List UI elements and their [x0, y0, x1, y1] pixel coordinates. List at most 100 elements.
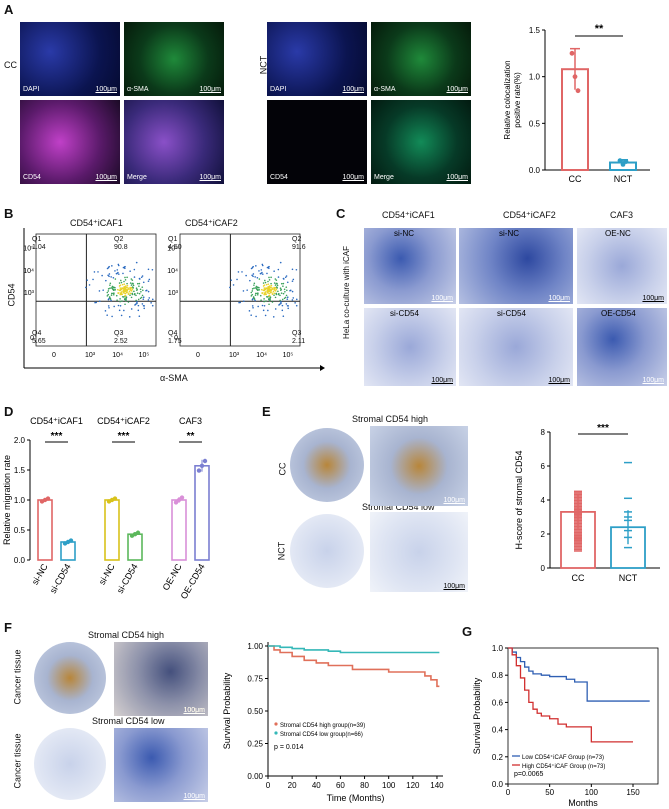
- flow-event: [259, 294, 262, 297]
- panel-d-letter: D: [4, 404, 14, 419]
- y-tick-label: 2: [541, 530, 546, 539]
- flow-event: [123, 280, 125, 283]
- transwell-r1c1: si-NC 100μm: [364, 228, 456, 304]
- flow-event: [266, 272, 268, 275]
- flow-y-tick-label: 0: [30, 335, 34, 342]
- flow-event: [254, 294, 257, 296]
- flow-y-tick-label: 10⁵: [23, 245, 34, 252]
- flow-event: [116, 269, 119, 271]
- x-tick-label: si-NC: [30, 562, 50, 587]
- flow-event: [279, 261, 282, 264]
- scale-bar-label: 100μm: [199, 174, 221, 181]
- flow-event: [138, 292, 141, 295]
- flow-event: [147, 280, 150, 282]
- x-tick-label: 0: [506, 788, 511, 797]
- flow-event: [97, 271, 99, 273]
- flow-event: [260, 299, 262, 301]
- flow-event: [269, 296, 272, 299]
- flow-event: [265, 290, 267, 293]
- flow-event: [251, 305, 254, 307]
- flow-event: [133, 293, 136, 296]
- flow-event: [86, 279, 88, 281]
- flow-event: [264, 292, 267, 294]
- flow-x-tick-label: 10⁴: [256, 352, 267, 359]
- flow-event: [275, 286, 278, 288]
- flow-event: [135, 261, 138, 264]
- flow-event: [138, 282, 141, 285]
- scale-bar-label: 100μm: [548, 377, 570, 384]
- y-tick-label: 1.00: [247, 642, 263, 651]
- x-tick-label: 140: [430, 781, 444, 790]
- flow-event: [137, 304, 140, 307]
- flow-event: [147, 290, 150, 293]
- flow-event: [276, 282, 278, 285]
- bar: [171, 499, 187, 561]
- data-point: [45, 496, 51, 501]
- flow-event: [285, 286, 288, 288]
- flow-event: [151, 298, 154, 301]
- flow-event: [125, 299, 127, 302]
- flow-event: [129, 292, 132, 295]
- flow-event: [131, 279, 134, 281]
- flow-event: [265, 293, 267, 296]
- flow-event: [262, 282, 265, 284]
- transwell-label: si-CD54: [497, 309, 526, 318]
- flow-event: [268, 303, 270, 306]
- flow-event: [280, 302, 282, 304]
- flow-right-q4: Q4 1.75: [168, 330, 182, 345]
- tile-label-cd54: CD54: [23, 174, 41, 181]
- transwell-label: OE-NC: [605, 229, 631, 238]
- flow-event: [263, 298, 265, 300]
- flow-event: [254, 299, 256, 302]
- scale-bar-label: 100μm: [342, 174, 364, 181]
- y-tick-label: 1.5: [14, 466, 26, 475]
- flow-event: [113, 305, 115, 308]
- y-tick-label: 0.2: [492, 753, 504, 762]
- flow-event: [250, 314, 252, 316]
- flow-event: [111, 287, 114, 289]
- flow-event: [139, 278, 141, 280]
- flow-event: [117, 263, 120, 266]
- flow-y-tick-label: 0: [174, 335, 178, 342]
- flow-event: [107, 274, 109, 277]
- flow-event: [135, 299, 137, 302]
- cc-asma-image: α-SMA 100μm: [124, 22, 224, 96]
- flow-event: [148, 297, 151, 299]
- flow-event: [251, 298, 254, 300]
- y-tick-label: 1.0: [14, 496, 26, 505]
- x-tick-label: si-NC: [97, 562, 117, 587]
- transwell-r2c1: si-CD54 100μm: [364, 308, 456, 386]
- y-tick-label: 6: [541, 462, 546, 471]
- data-point: [199, 463, 205, 468]
- scale-bar-label: 100μm: [642, 295, 664, 302]
- y-tick-label: 2.0: [14, 436, 26, 445]
- flow-event: [253, 282, 256, 285]
- f-zoom-low: 100μm: [114, 728, 208, 802]
- flow-event: [270, 284, 273, 287]
- flow-event: [271, 301, 274, 303]
- flow-event: [251, 290, 254, 292]
- flow-event: [119, 298, 121, 300]
- flow-event: [106, 267, 109, 270]
- flow-event: [245, 274, 247, 277]
- flow-event: [125, 296, 128, 299]
- flow-plots: 10⁵ 10⁵ 10⁴ 10⁴ 10³ 10³ 0 0 0 0 10³ 10³ 10⁴ 10⁴ 10⁵ 10⁵: [23, 228, 325, 371]
- flow-left-q1: Q1 1.04: [32, 236, 46, 251]
- flow-event: [261, 263, 264, 266]
- data-point: [173, 500, 179, 505]
- flow-left-title: CD54⁺iCAF1: [70, 218, 123, 228]
- flow-event: [281, 309, 284, 312]
- significance-label: ***: [597, 423, 609, 434]
- flow-event: [147, 268, 150, 271]
- flow-event: [138, 285, 140, 287]
- flow-event: [249, 279, 251, 282]
- flow-event: [121, 293, 123, 296]
- flow-event: [253, 287, 255, 289]
- flow-x-tick-label: 10⁵: [139, 352, 150, 359]
- flow-event: [117, 273, 120, 275]
- flow-event: [282, 285, 284, 287]
- y-tick-label: 8: [541, 428, 546, 437]
- flow-event: [106, 314, 108, 316]
- bar: [37, 499, 53, 561]
- flow-event: [124, 303, 126, 306]
